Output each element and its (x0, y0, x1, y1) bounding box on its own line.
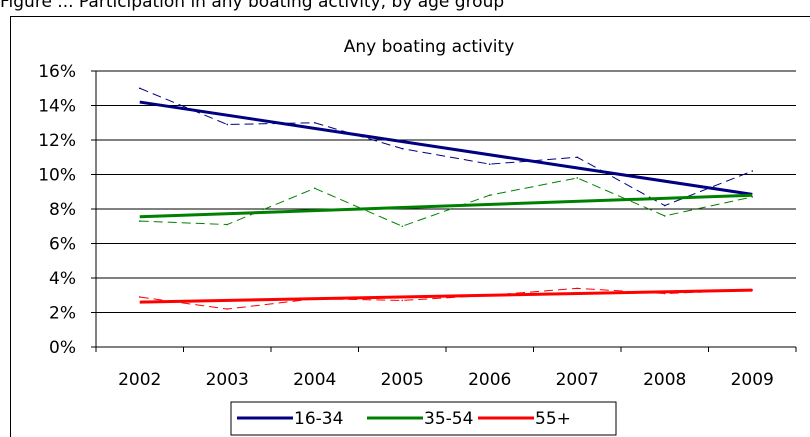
legend-label-16-34: 16-34 (294, 409, 343, 429)
x-tick-label: 2006 (468, 370, 511, 390)
data-point-16-34 (488, 163, 491, 165)
data-point-35-54 (488, 194, 491, 196)
data-point-35-54 (401, 225, 404, 228)
legend-label-55+: 55+ (535, 409, 571, 429)
data-point-35-54 (226, 223, 229, 226)
data-point-55+ (138, 296, 141, 298)
data-point-35-54 (663, 215, 666, 217)
y-tick-label: 14% (38, 97, 76, 117)
series-line-35-54 (139, 177, 753, 227)
trend-line-16-34 (139, 100, 753, 196)
x-tick-label: 2009 (731, 370, 774, 390)
y-tick-label: 12% (38, 131, 76, 151)
x-tick-label: 2007 (556, 370, 599, 390)
y-tick-label: 0% (49, 338, 76, 358)
data-point-55+ (226, 308, 229, 310)
data-point-16-34 (226, 123, 229, 126)
data-point-16-34 (576, 156, 579, 159)
figure-caption: Figure ... Participation in any boating … (0, 0, 505, 12)
x-tick-label: 2003 (206, 370, 249, 390)
y-tick-label: 6% (49, 235, 76, 255)
data-point-35-54 (313, 187, 316, 190)
x-axis-tick-labels: 2002 2003 2004 2005 2006 2007 2008 2009 (118, 370, 774, 390)
y-tick-label: 10% (38, 166, 76, 186)
data-point-16-34 (663, 204, 666, 207)
x-tick-label: 2008 (643, 370, 686, 390)
x-tick-label: 2004 (293, 370, 336, 390)
y-tick-label: 8% (49, 200, 76, 220)
data-point-16-34 (313, 121, 316, 124)
y-axis-tick-labels: 0% 2% 4% 6% 8% 10% 12% 14% 16% (38, 62, 76, 358)
data-point-16-34 (401, 147, 404, 150)
trend-line-35-54 (139, 193, 753, 219)
data-point-55+ (401, 299, 404, 302)
y-tick-label: 4% (49, 269, 76, 289)
trend-line-55+ (139, 288, 753, 304)
y-tick-label: 2% (49, 304, 76, 324)
data-point-16-34 (751, 170, 754, 172)
x-tick-label: 2002 (118, 370, 161, 390)
chart-title: Any boating activity (344, 37, 515, 57)
axes (91, 70, 797, 352)
chart-frame (10, 16, 810, 437)
series-lines (138, 87, 754, 310)
y-tick-label: 16% (38, 62, 76, 82)
legend-label-35-54: 35-54 (424, 409, 473, 429)
data-point-55+ (576, 287, 579, 290)
legend-box (230, 401, 617, 436)
gridlines (96, 70, 796, 313)
data-point-35-54 (576, 177, 579, 179)
data-point-16-34 (138, 87, 141, 90)
data-point-35-54 (138, 220, 141, 222)
legend: 16-34 35-54 55+ (230, 401, 617, 436)
x-tick-label: 2005 (381, 370, 424, 390)
